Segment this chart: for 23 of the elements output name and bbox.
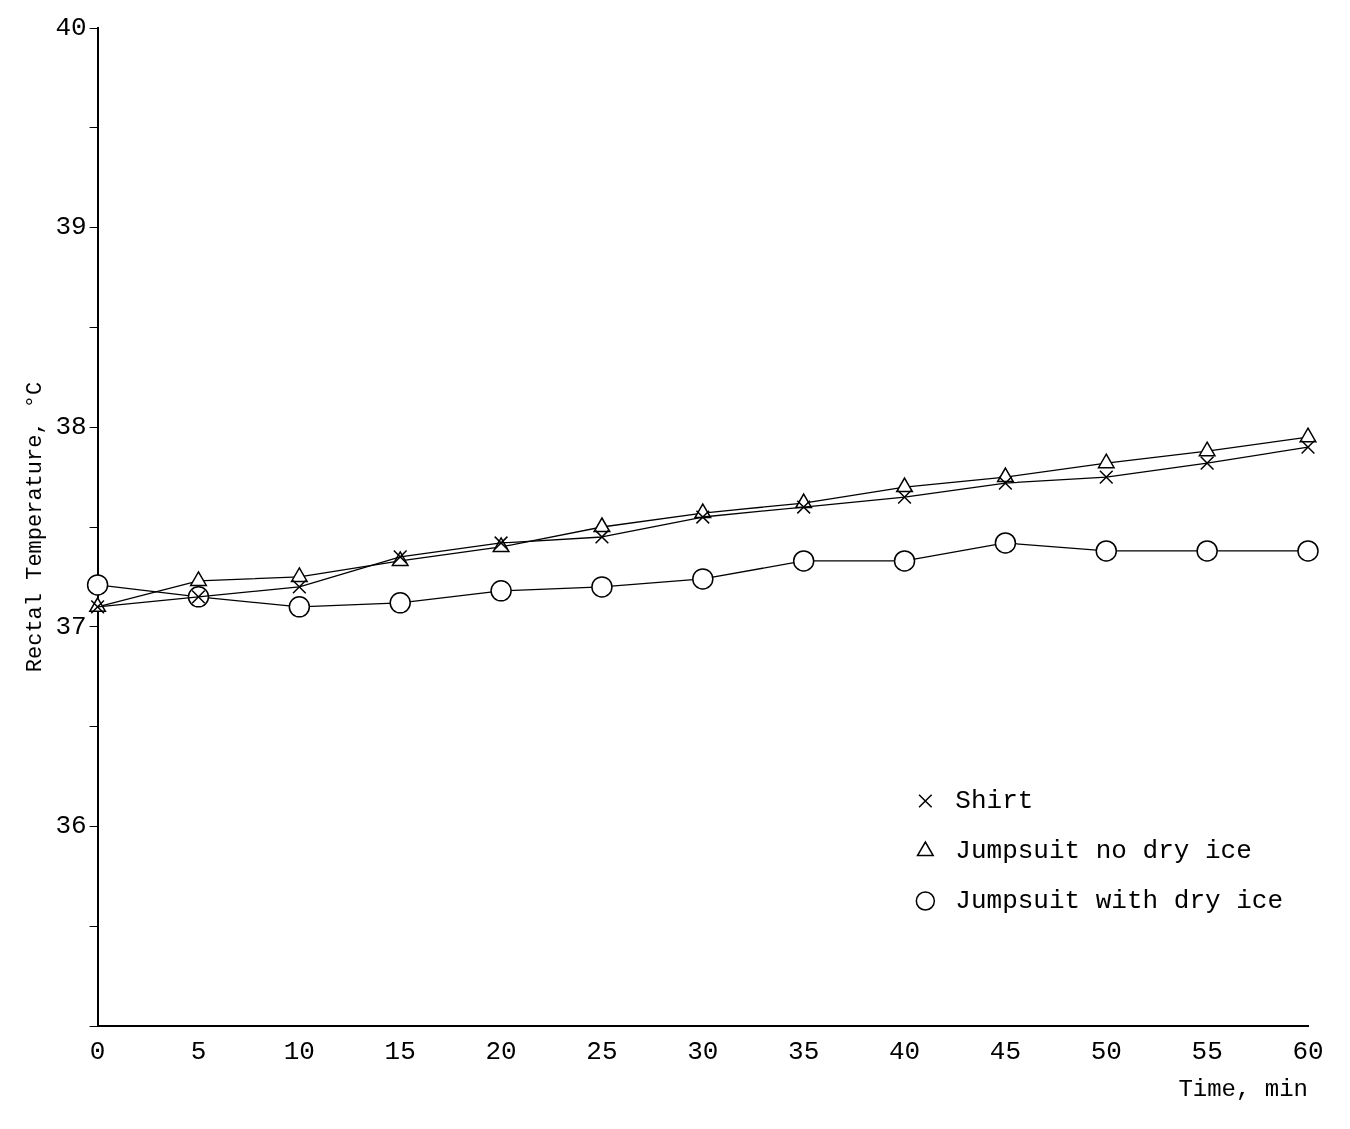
x-tick-label: 60	[1292, 1037, 1324, 1068]
x-tick-label: 45	[989, 1037, 1022, 1068]
x-tick-label: 0	[89, 1037, 106, 1068]
x-tick-label: 30	[687, 1037, 719, 1068]
y-tick-label: 40	[55, 12, 87, 43]
x-tick-label: 40	[888, 1037, 921, 1068]
legend-label: Jumpsuit no dry ice	[955, 835, 1252, 866]
x-tick-label: 20	[485, 1037, 517, 1068]
x-tick-label: 50	[1090, 1037, 1122, 1068]
legend-label: Jumpsuit with dry ice	[955, 885, 1283, 916]
y-tick-label: 36	[55, 811, 87, 842]
y-axis-title: Rectal Temperature, °C	[23, 381, 49, 673]
x-tick-label: 55	[1191, 1037, 1223, 1068]
x-axis-title: Time, min	[1178, 1075, 1308, 1103]
x-tick-label: 5	[190, 1037, 207, 1068]
y-tick-label: 39	[55, 212, 87, 243]
x-tick-label: 10	[283, 1037, 315, 1068]
y-tick-label: 37	[55, 611, 87, 642]
x-tick-label: 25	[586, 1037, 618, 1068]
legend-label: Shirt	[955, 785, 1034, 816]
y-tick-label: 38	[55, 412, 87, 443]
x-tick-label: 35	[788, 1037, 820, 1068]
x-tick-label: 15	[384, 1037, 416, 1068]
